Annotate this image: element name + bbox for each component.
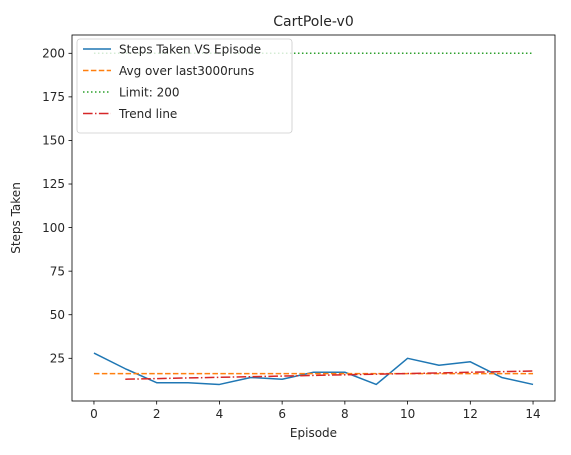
x-tick-label: 2 xyxy=(153,407,161,421)
x-tick-label: 6 xyxy=(278,407,286,421)
y-tick-label: 200 xyxy=(42,47,65,61)
x-tick-label: 4 xyxy=(216,407,224,421)
legend-label-2: Avg over last3000runs xyxy=(119,64,254,78)
y-tick-label: 50 xyxy=(50,308,65,322)
legend-box xyxy=(76,38,293,134)
chart-title: CartPole-v0 xyxy=(273,14,353,30)
y-tick-label: 25 xyxy=(50,352,65,366)
y-axis-label: Steps Taken xyxy=(9,182,23,254)
legend: Steps Taken VS Episode Avg over last3000r… xyxy=(76,38,293,134)
x-tick-label: 14 xyxy=(525,407,540,421)
series-line-4 xyxy=(125,370,534,380)
legend-label-4: Trend line xyxy=(118,107,177,121)
x-axis-label: Episode xyxy=(290,426,337,440)
plot-frame xyxy=(71,34,556,402)
axes-layer: 0 2 4 6 8 10 12 14 25 50 75 100 125 150 175 200 xyxy=(42,34,556,421)
y-tick-label: 175 xyxy=(42,90,65,104)
x-tick-label: 10 xyxy=(400,407,415,421)
y-tick-label: 125 xyxy=(42,177,65,191)
legend-label-3: Limit: 200 xyxy=(119,85,180,99)
y-tick-label: 75 xyxy=(50,264,65,278)
y-tick-label: 100 xyxy=(42,221,65,235)
y-tick-label: 150 xyxy=(42,134,65,148)
legend-label-1: Steps Taken VS Episode xyxy=(119,42,261,56)
series-line-1 xyxy=(93,352,534,386)
x-tick-label: 12 xyxy=(463,407,478,421)
x-tick-label: 8 xyxy=(341,407,349,421)
x-tick-label: 0 xyxy=(90,407,98,421)
